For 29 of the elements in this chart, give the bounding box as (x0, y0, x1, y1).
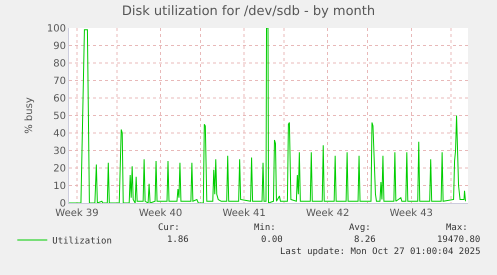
line-series (69, 28, 466, 203)
y-tick-label: 100 (46, 24, 66, 34)
x-tick-label: Week 42 (306, 208, 350, 219)
text: 8.26 (354, 235, 376, 245)
chart-title: Disk utilization for /dev/sdb - by month (122, 4, 376, 20)
text: Min: (254, 223, 276, 233)
y-tick-label: 70 (53, 76, 66, 87)
y-tick-label: 50 (53, 111, 66, 122)
y-tick-label: 80 (53, 58, 66, 70)
y-tick-label: 60 (53, 94, 66, 104)
text: 19470.80 (437, 235, 480, 245)
text: Last update: Mon Oct 27 01:00:04 2025 (280, 247, 480, 257)
text: Avg: (349, 223, 371, 233)
x-tick-label: Week 40 (138, 208, 182, 219)
legend-label: Utilization (52, 236, 112, 247)
y-tick-label: 0 (60, 198, 66, 210)
y-axis-title: % busy (24, 97, 35, 134)
text: Cur: (158, 223, 180, 233)
x-tick-label: Week 43 (390, 208, 433, 219)
x-tick-label: Week 39 (55, 208, 99, 219)
y-tick-label: 10 (53, 181, 66, 192)
x-tick-label: Week 41 (222, 208, 266, 219)
y-tick-label: 20 (53, 164, 66, 174)
y-tick-label: 30 (53, 146, 66, 157)
y-tick-label: 40 (53, 128, 66, 140)
text: 0.00 (261, 235, 283, 245)
text: Max: (446, 223, 468, 233)
text: 1.86 (167, 235, 189, 245)
y-tick-label: 90 (53, 41, 66, 52)
